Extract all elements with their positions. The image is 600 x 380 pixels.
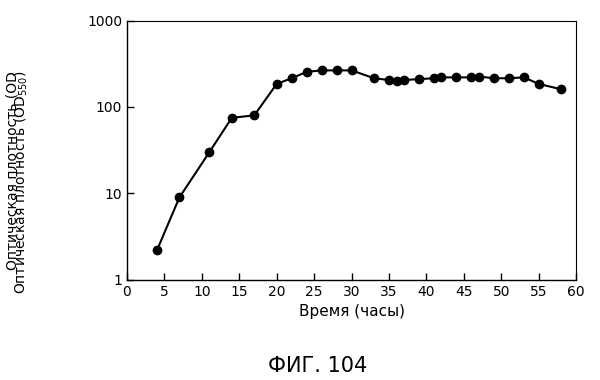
X-axis label: Время (часы): Время (часы) (299, 304, 404, 320)
Text: Оптическая плотность (OD$_{550}$): Оптическая плотность (OD$_{550}$) (12, 71, 30, 294)
Text: ФИГ. 104: ФИГ. 104 (268, 356, 368, 376)
Text: Оптическая плотность (OD: Оптическая плотность (OD (6, 71, 20, 271)
